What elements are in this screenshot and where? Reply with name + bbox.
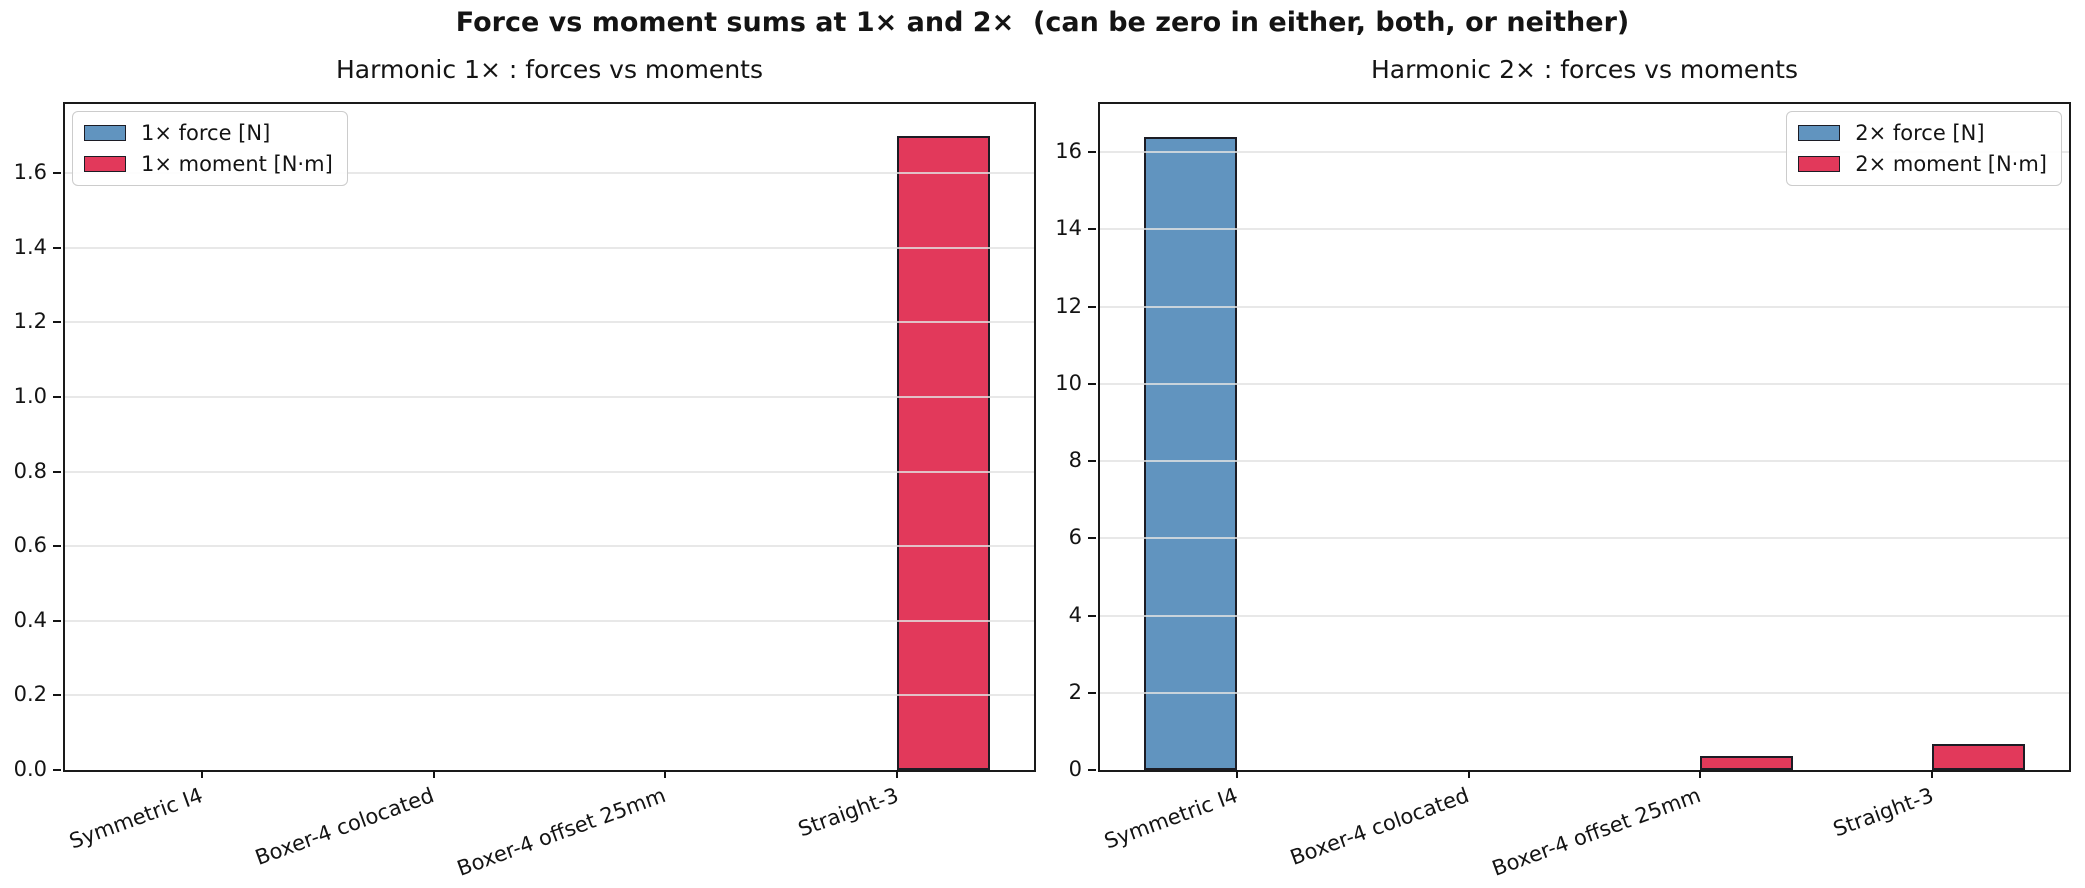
legend-label: 1× moment [N·m]: [141, 152, 333, 176]
y-tick-mark: [53, 470, 61, 473]
legend-row: 1× moment [N·m]: [84, 152, 333, 176]
x-tick-mark: [1235, 770, 1238, 778]
x-tick-label: Boxer-4 colocated: [1287, 783, 1473, 870]
figure-suptitle: Force vs moment sums at 1× and 2× (can b…: [455, 7, 1630, 38]
y-tick-label: 16: [1055, 139, 1082, 164]
x-tick-label: Boxer-4 colocated: [252, 783, 438, 870]
y-tick-label: 4: [1068, 602, 1082, 627]
moment-legend-swatch: [84, 156, 126, 172]
y-tick-mark: [1088, 382, 1096, 385]
x-tick-label: Boxer-4 offset 25mm: [1489, 783, 1705, 881]
y-gridline: [1100, 305, 2069, 308]
y-tick-label: 12: [1055, 293, 1082, 318]
moment-legend-swatch: [1798, 156, 1841, 172]
x-tick-mark: [896, 770, 899, 778]
y-tick-mark: [53, 694, 61, 697]
y-tick-label: 0.4: [13, 607, 47, 632]
subplot-title-harmonic-2x: Harmonic 2× : forces vs moments: [1370, 55, 1798, 84]
y-tick-label: 8: [1068, 448, 1082, 473]
x-tick-mark: [1699, 770, 1702, 778]
y-tick-label: 1.2: [13, 309, 47, 334]
y-tick-label: 0: [1068, 757, 1082, 781]
y-tick-mark: [1088, 614, 1096, 617]
force-legend-swatch: [1798, 125, 1841, 141]
x-tick-label: Symmetric I4: [65, 783, 206, 854]
y-tick-mark: [53, 545, 61, 548]
y-gridline: [65, 694, 1034, 697]
legend-row: 1× force [N]: [84, 121, 333, 145]
x-tick-mark: [664, 770, 667, 778]
x-tick-mark: [1931, 770, 1934, 778]
legend-row: 2× force [N]: [1798, 121, 2047, 145]
y-gridline: [1100, 151, 2069, 154]
y-tick-mark: [53, 395, 61, 398]
x-tick-label: Straight-3: [794, 783, 902, 842]
y-tick-mark: [1088, 151, 1096, 154]
x-tick-label: Straight-3: [1829, 783, 1937, 842]
y-tick-mark: [1088, 769, 1096, 771]
x-tick-mark: [200, 770, 203, 778]
y-tick-label: 1.0: [13, 383, 47, 408]
y-tick-label: 14: [1055, 216, 1082, 241]
y-tick-mark: [1088, 305, 1096, 308]
y-tick-mark: [53, 172, 61, 175]
y-tick-mark: [1088, 460, 1096, 463]
y-gridline: [65, 395, 1034, 398]
bar-moment-straight-3: [897, 135, 990, 770]
y-gridline: [65, 172, 1034, 175]
y-gridline: [1100, 382, 2069, 385]
y-gridline: [1100, 614, 2069, 617]
y-tick-label: 0.2: [13, 682, 47, 707]
y-tick-mark: [53, 769, 61, 771]
y-gridline: [65, 246, 1034, 249]
y-tick-label: 1.4: [13, 234, 47, 259]
axes-harmonic-1x: 0.0 0.2 0.4 0.6 0.8 1.0 1.2 1.4 1.6 Symmetric I4 B…: [14, 102, 1036, 881]
y-gridline: [65, 470, 1034, 473]
y-gridline: [65, 545, 1034, 548]
y-gridline: [65, 619, 1034, 622]
y-tick-mark: [1088, 537, 1096, 540]
y-tick-mark: [1088, 691, 1096, 694]
bar-moment-boxer-4-offset-25mm: [1700, 756, 1794, 770]
legend: 1× force [N] 1× moment [N·m]: [72, 111, 348, 186]
y-tick-mark: [53, 321, 61, 324]
legend-label: 2× moment [N·m]: [1855, 152, 2047, 176]
legend-label: 2× force [N]: [1855, 121, 1985, 145]
y-tick-mark: [1088, 228, 1096, 231]
x-tick-label: Symmetric I4: [1100, 783, 1241, 854]
bar-moment-straight-3: [1932, 744, 2025, 770]
legend: 2× force [N] 2× moment [N·m]: [1786, 111, 2062, 186]
y-tick-label: 6: [1068, 525, 1082, 550]
x-tick-mark: [432, 770, 435, 778]
y-tick-label: 0.6: [13, 533, 47, 558]
y-tick-label: 10: [1055, 370, 1082, 395]
y-gridline: [1100, 537, 2069, 540]
y-tick-label: 0.0: [13, 757, 47, 781]
x-tick-label: Boxer-4 offset 25mm: [454, 783, 670, 881]
subplot-title-harmonic-1x: Harmonic 1× : forces vs moments: [335, 55, 763, 84]
y-gridline: [1100, 691, 2069, 694]
legend-label: 1× force [N]: [141, 121, 271, 145]
legend-row: 2× moment [N·m]: [1798, 152, 2047, 176]
y-gridline: [1100, 460, 2069, 463]
bar-force-symmetric-i4: [1144, 136, 1237, 770]
y-gridline: [1100, 228, 2069, 231]
y-gridline: [65, 321, 1034, 324]
y-tick-label: 0.8: [13, 458, 47, 483]
y-tick-label: 1.6: [13, 160, 47, 185]
y-tick-mark: [53, 619, 61, 622]
y-tick-label: 2: [1068, 679, 1082, 704]
y-tick-mark: [53, 246, 61, 249]
axes-harmonic-2x: 0 2 4 6 8 10 12 14 16 Symmetric I4 Boxer-4 colocat…: [1055, 102, 2071, 881]
force-legend-swatch: [84, 125, 126, 141]
x-tick-mark: [1467, 770, 1470, 778]
